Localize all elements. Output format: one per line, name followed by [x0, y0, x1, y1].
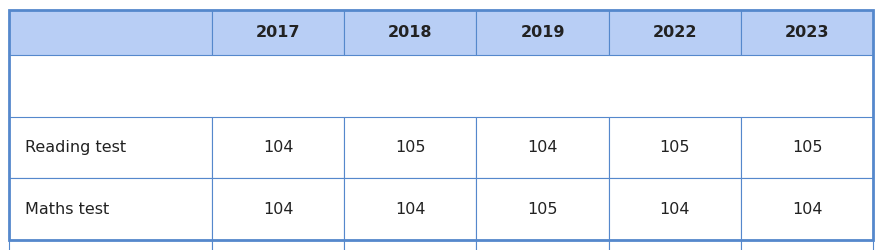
Bar	[344, 116, 476, 178]
Bar	[344, 178, 476, 240]
Text: 2017: 2017	[256, 25, 300, 40]
Bar	[476, 10, 609, 55]
Bar	[212, 240, 344, 250]
Bar	[9, 240, 212, 250]
Text: 104: 104	[263, 140, 294, 155]
Bar	[9, 10, 212, 55]
Bar	[609, 178, 741, 240]
Bar	[212, 116, 344, 178]
Bar	[476, 240, 609, 250]
Text: 105: 105	[395, 140, 426, 155]
Text: 105: 105	[792, 140, 822, 155]
Bar	[344, 240, 476, 250]
Bar	[741, 10, 873, 55]
Text: 104: 104	[792, 202, 822, 217]
Bar	[212, 10, 344, 55]
Bar	[609, 240, 741, 250]
Text: Reading test: Reading test	[25, 140, 126, 155]
Bar	[741, 178, 873, 240]
Bar	[741, 240, 873, 250]
Text: 2019: 2019	[520, 25, 564, 40]
Text: 104: 104	[263, 202, 294, 217]
Text: 104: 104	[527, 140, 557, 155]
Text: 2018: 2018	[388, 25, 432, 40]
Text: 2023: 2023	[785, 25, 829, 40]
Bar	[476, 178, 609, 240]
Text: 105: 105	[527, 202, 557, 217]
Bar	[9, 116, 212, 178]
Bar	[344, 10, 476, 55]
Text: 104: 104	[395, 202, 426, 217]
Bar	[476, 116, 609, 178]
Bar	[212, 178, 344, 240]
Bar	[609, 10, 741, 55]
Bar	[609, 116, 741, 178]
Text: 105: 105	[660, 140, 690, 155]
Text: Maths test: Maths test	[25, 202, 109, 217]
Bar	[741, 116, 873, 178]
Text: 2022: 2022	[653, 25, 697, 40]
Text: 104: 104	[660, 202, 690, 217]
Bar	[9, 178, 212, 240]
